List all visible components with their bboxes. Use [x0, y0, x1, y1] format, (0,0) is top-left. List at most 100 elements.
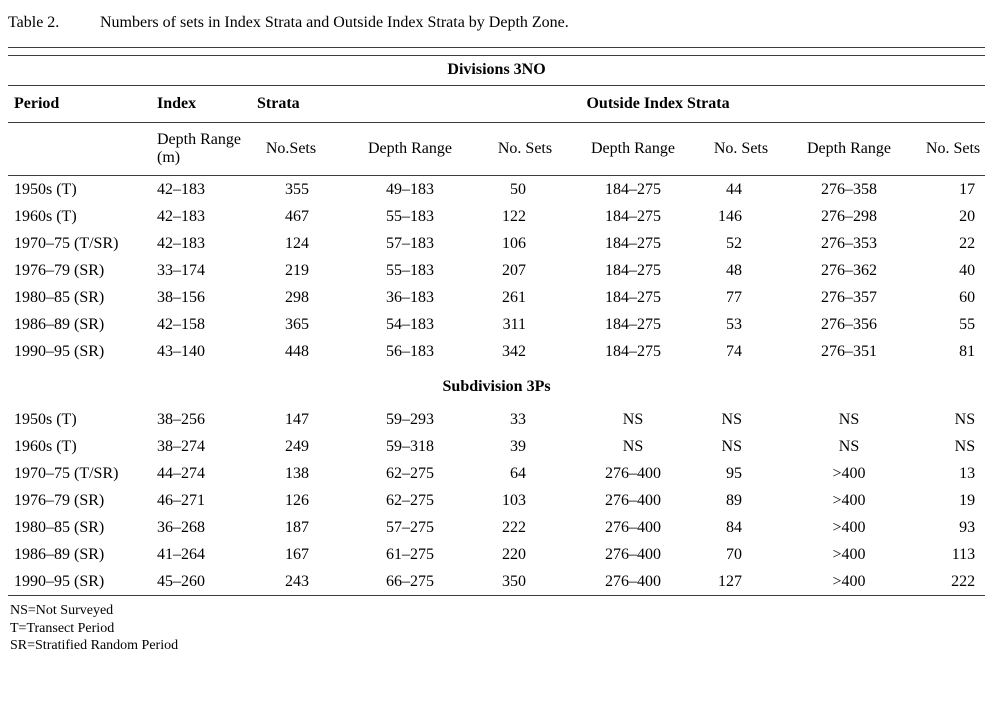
col-header-index-no-sets: No.Sets [251, 122, 331, 176]
cell-outside-no-sets-2: 48 [726, 261, 742, 279]
table-row: 1986–89 (SR) 42–158 365 54–183 311 184–275 53 2… [8, 311, 985, 338]
cell-outside-no-sets-2: 89 [726, 491, 742, 509]
cell-outside-depth-range-2: 184–275 [605, 261, 661, 279]
cell-index-no-sets: 249 [285, 437, 309, 455]
cell-index-no-sets: 126 [285, 491, 309, 509]
cell-index-depth-range: 42–158 [157, 315, 205, 333]
cell-index-depth-range: 43–140 [157, 342, 205, 360]
cell-outside-depth-range-1: 59–318 [386, 437, 434, 455]
cell-outside-no-sets-1: 342 [502, 342, 526, 360]
cell-index-no-sets: 355 [285, 180, 309, 198]
cell-outside-no-sets-1: 350 [489, 568, 561, 596]
cell-period: 1986–89 (SR) [14, 545, 105, 563]
cell-index-no-sets: 467 [285, 207, 309, 225]
col-header-index: Index [151, 85, 251, 123]
table-row: 1970–75 (T/SR) 44–274 138 62–275 64 276–400 95… [8, 460, 985, 487]
cell-outside-depth-range-2: NS [622, 410, 644, 428]
cell-outside-no-sets-3: NS [954, 410, 976, 428]
table-row: 1980–85 (SR) 36–268 187 57–275 222 276–400 84 >… [8, 514, 985, 541]
cell-outside-depth-range-2: NS [622, 437, 644, 455]
cell-period: 1980–85 (SR) [14, 288, 105, 306]
table-row: 1950s (T) 38–256 147 59–293 33 NS NS NS NS [8, 406, 985, 433]
cell-outside-no-sets-1: 50 [510, 180, 526, 198]
cell-index-no-sets: 298 [285, 288, 309, 306]
cell-index-no-sets: 124 [285, 234, 309, 252]
cell-index-no-sets: 243 [251, 568, 331, 596]
cell-outside-depth-range-3: >400 [832, 491, 866, 509]
cell-outside-depth-range-3: NS [838, 410, 860, 428]
cell-outside-no-sets-3: 81 [959, 342, 976, 360]
cell-index-depth-range: 46–271 [157, 491, 205, 509]
cell-index-depth-range: 36–268 [157, 518, 205, 536]
cell-outside-depth-range-2: 184–275 [605, 315, 661, 333]
cell-outside-depth-range-2: 184–275 [605, 180, 661, 198]
cell-outside-no-sets-1: 103 [502, 491, 526, 509]
cell-period: 1970–75 (T/SR) [14, 234, 119, 252]
cell-period: 1950s (T) [14, 180, 77, 198]
cell-outside-depth-range-1: 59–293 [386, 410, 434, 428]
cell-index-no-sets: 138 [285, 464, 309, 482]
cell-index-depth-range: 42–183 [157, 207, 205, 225]
header-row-groups: Period Index Strata Outside Index Strata [8, 85, 986, 123]
cell-outside-depth-range-1: 55–183 [386, 207, 434, 225]
cell-period: 1990–95 (SR) [8, 568, 151, 596]
cell-outside-no-sets-1: 207 [502, 261, 526, 279]
cell-outside-depth-range-2: 276–400 [605, 491, 661, 509]
section-heading-row: Subdivision 3Ps [8, 365, 985, 406]
cell-outside-depth-range-3: 276–357 [821, 288, 877, 306]
cell-outside-depth-range-2: 184–275 [605, 234, 661, 252]
cell-outside-no-sets-2: 127 [705, 568, 777, 596]
table-row: 1976–79 (SR) 33–174 219 55–183 207 184–275 48 2… [8, 257, 985, 284]
cell-outside-no-sets-1: 64 [510, 464, 526, 482]
cell-outside-no-sets-2: 52 [726, 234, 742, 252]
cell-outside-no-sets-2: 70 [726, 545, 742, 563]
cell-outside-no-sets-1: 106 [502, 234, 526, 252]
cell-outside-depth-range-3: 276–358 [821, 180, 877, 198]
footnote-ns: NS=Not Surveyed [10, 603, 114, 618]
cell-outside-no-sets-2: NS [721, 437, 742, 455]
cell-outside-no-sets-2: 44 [726, 180, 742, 198]
document-page: Table 2. Numbers of sets in Index Strata … [8, 14, 986, 655]
col-header-no-sets-1: No. Sets [489, 122, 561, 176]
table-title: Table 2. Numbers of sets in Index Strata … [8, 14, 985, 32]
cell-outside-no-sets-3: 22 [959, 234, 976, 252]
cell-outside-depth-range-3: 276–298 [821, 207, 877, 225]
cell-period: 1970–75 (T/SR) [14, 464, 119, 482]
cell-index-depth-range: 38–274 [157, 437, 205, 455]
cell-outside-depth-range-2: 184–275 [605, 207, 661, 225]
cell-period: 1960s (T) [14, 437, 77, 455]
cell-period: 1990–95 (SR) [14, 342, 105, 360]
cell-outside-depth-range-1: 57–275 [386, 518, 434, 536]
cell-outside-depth-range-1: 56–183 [386, 342, 434, 360]
cell-index-depth-range: 42–183 [157, 234, 205, 252]
cell-period: 1960s (T) [14, 207, 77, 225]
cell-outside-no-sets-2: 74 [726, 342, 742, 360]
col-header-outside-index-strata: Outside Index Strata [331, 85, 986, 123]
table-number: Table 2. [8, 14, 60, 31]
cell-outside-depth-range-3: NS [838, 437, 860, 455]
cell-outside-no-sets-3: 60 [959, 288, 976, 306]
cell-outside-no-sets-3: 113 [951, 545, 976, 563]
table-row: 1980–85 (SR) 38–156 298 36–183 261 184–275 77 2… [8, 284, 985, 311]
cell-outside-depth-range-1: 57–183 [386, 234, 434, 252]
cell-index-no-sets: 448 [285, 342, 309, 360]
footnotes: NS=Not Surveyed T=Transect Period SR=Str… [8, 602, 985, 655]
cell-outside-depth-range-1: 54–183 [386, 315, 434, 333]
cell-outside-depth-range-2: 276–400 [605, 464, 661, 482]
cell-outside-no-sets-2: 146 [718, 207, 742, 225]
cell-outside-depth-range-2: 276–400 [561, 568, 705, 596]
cell-outside-depth-range-3: 276–351 [821, 342, 877, 360]
col-header-strata: Strata [251, 85, 331, 123]
cell-outside-depth-range-1: 61–275 [386, 545, 434, 563]
cell-outside-no-sets-3: 20 [959, 207, 976, 225]
table-row: 1976–79 (SR) 46–271 126 62–275 103 276–400 89 >… [8, 487, 985, 514]
cell-outside-no-sets-2: 53 [726, 315, 742, 333]
cell-outside-no-sets-3: 222 [921, 568, 986, 596]
col-header-depth-range-1: Depth Range [331, 122, 489, 176]
cell-period: 1976–79 (SR) [14, 491, 105, 509]
cell-outside-depth-range-3: 276–356 [821, 315, 877, 333]
cell-index-depth-range: 38–256 [157, 410, 205, 428]
cell-outside-no-sets-3: 13 [959, 464, 976, 482]
cell-outside-depth-range-1: 49–183 [386, 180, 434, 198]
cell-outside-no-sets-1: 261 [502, 288, 526, 306]
